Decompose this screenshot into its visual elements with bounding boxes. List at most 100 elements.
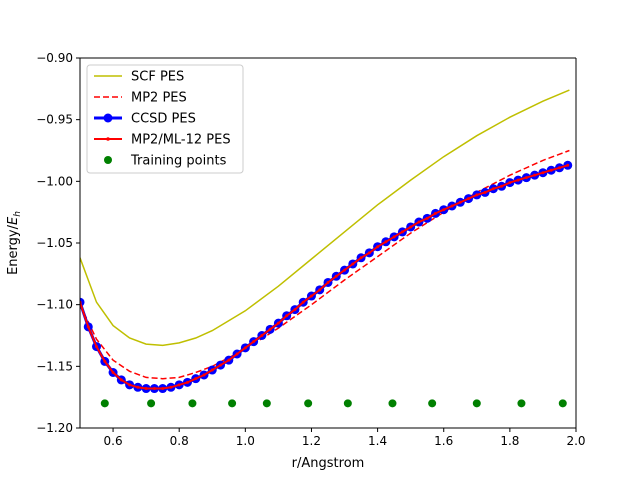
mp2ml-point (227, 358, 231, 362)
y-axis-label-text: Energy/ (6, 224, 21, 275)
mp2ml-point (202, 373, 206, 377)
training-point (188, 399, 197, 408)
y-axis-label-symbol: E (6, 216, 21, 225)
mp2ml-point (128, 383, 132, 387)
mp2ml-point (210, 368, 214, 372)
mp2ml-point (161, 387, 165, 391)
y-tick-label: −1.20 (36, 421, 73, 435)
series-scf-pes (80, 89, 570, 347)
mp2ml-point (177, 383, 181, 387)
series-line-scf-pes (80, 89, 570, 347)
legend-label: MP2 PES (131, 91, 187, 106)
y-tick-label: −1.00 (36, 174, 73, 188)
mp2ml-point (285, 314, 289, 318)
mp2ml-point (119, 378, 123, 382)
mp2ml-point (533, 173, 537, 177)
legend-label: SCF PES (131, 70, 184, 85)
mp2ml-point (276, 321, 280, 325)
y-tick-label: −0.95 (36, 113, 73, 127)
mp2ml-point (516, 178, 520, 182)
mp2ml-point (268, 327, 272, 331)
x-tick-label: 0.6 (104, 434, 123, 448)
y-tick-label: −1.15 (36, 359, 73, 373)
mp2ml-point (293, 308, 297, 312)
x-tick-label: 1.2 (302, 434, 321, 448)
mp2ml-point (367, 251, 371, 255)
mp2ml-point (318, 288, 322, 292)
mp2ml-point (458, 200, 462, 204)
training-point (472, 399, 481, 408)
mp2ml-point (194, 377, 198, 381)
legend-swatch-marker (103, 113, 113, 123)
x-tick-label: 0.8 (170, 434, 189, 448)
y-axis-label: Energy/Eh (6, 211, 23, 275)
mp2ml-point (351, 262, 355, 266)
y-tick-label: −1.10 (36, 298, 73, 312)
legend-entry: CCSD PES (94, 112, 196, 127)
training-point (147, 399, 156, 408)
mp2ml-point (450, 204, 454, 208)
mp2ml-point (475, 193, 479, 197)
mp2ml-point (557, 166, 561, 170)
y-axis-ticks: −1.20 −1.15 −1.10 −1.05 −1.00 −0.95 −0.90 (36, 51, 80, 435)
mp2ml-point (541, 171, 545, 175)
y-tick-label: −0.90 (36, 51, 73, 65)
mp2ml-point (219, 363, 223, 367)
mp2ml-point (235, 352, 239, 356)
training-point (517, 399, 526, 408)
mp2ml-point (400, 230, 404, 234)
mp2ml-point (524, 176, 528, 180)
legend-label: CCSD PES (131, 112, 196, 127)
mp2ml-point (326, 280, 330, 284)
y-axis-label-subscript: h (13, 211, 23, 217)
legend-entry: SCF PES (94, 70, 184, 85)
training-point (343, 399, 352, 408)
mp2ml-point (334, 274, 338, 278)
x-tick-label: 1.4 (368, 434, 387, 448)
mp2ml-point (467, 197, 471, 201)
mp2ml-point (144, 387, 148, 391)
series-training-points (100, 399, 567, 408)
training-point (262, 399, 271, 408)
mp2ml-point (152, 387, 156, 391)
legend-label: MP2/ML-12 PES (131, 133, 231, 148)
mp2ml-point (500, 184, 504, 188)
mp2ml-point (433, 211, 437, 215)
x-axis-label: r/Angstrom (292, 456, 365, 471)
legend-label: Training points (130, 154, 227, 169)
mp2ml-point (359, 256, 363, 260)
training-point (558, 399, 567, 408)
x-axis-ticks: 0.6 0.8 1.0 1.2 1.4 1.6 1.8 2.0 (104, 428, 586, 448)
mp2ml-point (243, 346, 247, 350)
mp2ml-point (343, 268, 347, 272)
mp2ml-point (252, 340, 256, 344)
mp2ml-point (309, 294, 313, 298)
training-point (304, 399, 313, 408)
training-point (228, 399, 237, 408)
mp2ml-point (549, 168, 553, 172)
x-tick-label: 1.0 (236, 434, 255, 448)
mp2ml-point (483, 190, 487, 194)
legend-entry: MP2/ML-12 PES (94, 133, 231, 148)
mp2ml-point (111, 371, 115, 374)
mp2ml-point (376, 245, 380, 249)
mp2ml-point (169, 385, 173, 389)
legend: SCF PES MP2 PES CCSD PES MP2/ML-12 PES Train… (86, 64, 244, 174)
series-mp2-ml-12-pes (80, 163, 570, 391)
mp2ml-point (417, 220, 421, 224)
legend-entries: SCF PES MP2 PES CCSD PES MP2/ML-12 PES Train… (94, 70, 231, 169)
mp2ml-point (409, 225, 413, 229)
mp2ml-point (442, 208, 446, 212)
mp2ml-point (491, 187, 495, 191)
mp2ml-point (136, 385, 140, 389)
training-point (388, 399, 397, 408)
mp2ml-point (508, 181, 512, 185)
mp2ml-point (392, 235, 396, 239)
y-tick-label: −1.05 (36, 236, 73, 250)
legend-swatch-marker (104, 156, 112, 164)
mp2ml-point (185, 380, 189, 384)
legend-frame (86, 64, 244, 174)
series-layer (80, 89, 573, 408)
x-tick-label: 1.6 (434, 434, 453, 448)
mp2ml-point (566, 163, 570, 167)
